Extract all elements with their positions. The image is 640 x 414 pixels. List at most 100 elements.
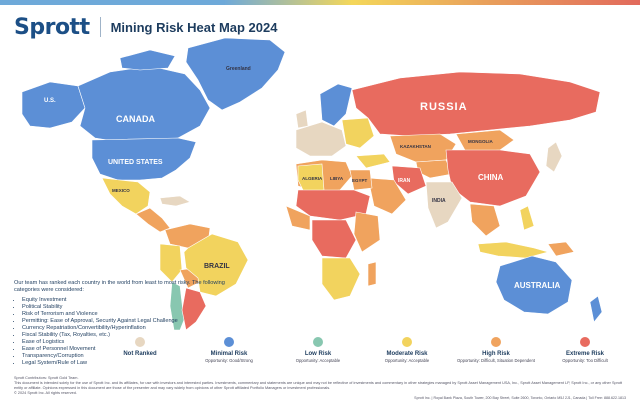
category-item: Legal System/Rule of Law bbox=[22, 360, 234, 367]
category-item: Risk of Terrorism and Violence bbox=[22, 311, 234, 318]
legend-dot bbox=[313, 337, 323, 347]
intro-panel: Our team has ranked each country in the … bbox=[14, 280, 234, 367]
label-egypt: EGYPT bbox=[352, 178, 368, 183]
page-title: Mining Risk Heat Map 2024 bbox=[110, 19, 278, 35]
region-canada bbox=[77, 65, 211, 143]
category-item: Ease of Logistics bbox=[22, 339, 234, 346]
category-item: Political Stability bbox=[22, 304, 234, 311]
region-brazil bbox=[183, 233, 249, 297]
region-western-europe bbox=[295, 121, 347, 157]
world-map: Greenland U.S. CANADA UNITED STATES MEXI… bbox=[21, 37, 603, 330]
region-greenland bbox=[185, 37, 286, 111]
label-us-alaska: U.S. bbox=[44, 98, 56, 104]
region-new-zealand bbox=[589, 295, 603, 323]
label-australia: AUSTRALIA bbox=[514, 281, 560, 290]
footer-disclaimer: Sprott Contributors: Sprott Gold Team. T… bbox=[14, 376, 626, 396]
legend-label: Minimal Risk bbox=[210, 351, 248, 357]
region-southern-africa bbox=[321, 257, 361, 301]
label-iran: IRAN bbox=[398, 178, 411, 184]
region-east-africa bbox=[353, 211, 381, 253]
legend-label: Low Risk bbox=[304, 351, 332, 357]
category-list: Equity Investment Political Stability Ri… bbox=[14, 297, 234, 367]
region-saudi bbox=[367, 177, 407, 215]
label-mongolia: MONGOLIA bbox=[468, 139, 493, 144]
legend-dot bbox=[402, 337, 412, 347]
region-united-states bbox=[91, 137, 197, 181]
region-india bbox=[425, 181, 463, 229]
region-philippines bbox=[519, 205, 535, 231]
label-mexico: MEXICO bbox=[112, 188, 130, 193]
region-central-africa bbox=[311, 219, 357, 259]
legend-sub: Opportunity: Too Difficult bbox=[562, 358, 608, 363]
header: Sprott Mining Risk Heat Map 2024 bbox=[14, 14, 277, 40]
region-argentina bbox=[181, 287, 207, 330]
legend-sub: Opportunity: Good/Strong bbox=[205, 358, 253, 363]
legend-sub: Opportunity: Acceptable bbox=[384, 358, 430, 363]
legend-label: Not Ranked bbox=[123, 351, 157, 357]
label-libya: LIBYA bbox=[330, 176, 344, 181]
category-item: Currency Repatriation/Convertibility/Hyp… bbox=[22, 325, 234, 332]
region-eastern-europe bbox=[341, 117, 375, 149]
region-australia bbox=[495, 255, 573, 315]
category-item: Transparency/Corruption bbox=[22, 353, 234, 360]
footer-address: Sprott Inc. | Royal Bank Plaza, South To… bbox=[414, 396, 626, 400]
region-china bbox=[445, 149, 541, 207]
region-caribbean bbox=[159, 195, 191, 207]
top-color-bar bbox=[0, 0, 640, 5]
footer-disclaimer-text: This document is intended solely for the… bbox=[14, 381, 623, 390]
legend-dot bbox=[580, 337, 590, 347]
region-indonesia bbox=[477, 241, 550, 259]
legend-label: Extreme Risk bbox=[565, 351, 605, 357]
region-peru-ecuador bbox=[159, 243, 183, 283]
sprott-logo: Sprott bbox=[14, 14, 90, 40]
category-item: Ease of Personnel Movement bbox=[22, 346, 234, 353]
legend-dot bbox=[491, 337, 501, 347]
label-canada: CANADA bbox=[116, 114, 155, 124]
region-sahel bbox=[295, 189, 371, 221]
header-divider bbox=[99, 17, 101, 37]
region-mexico bbox=[101, 177, 151, 215]
region-iran bbox=[391, 165, 427, 195]
footer-copyright: © 2024 Sprott Inc. All rights reserved. bbox=[14, 391, 77, 395]
footer-contributors: Sprott Contributors: Sprott Gold Team. bbox=[14, 376, 79, 380]
label-russia: RUSSIA bbox=[420, 101, 468, 113]
region-alaska bbox=[21, 81, 86, 129]
legend-label: Moderate Risk bbox=[386, 351, 428, 357]
category-item: Permitting: Ease of Approval, Security A… bbox=[22, 318, 234, 325]
label-greenland: Greenland bbox=[226, 66, 251, 72]
region-uk bbox=[295, 109, 309, 129]
label-algeria: ALGERIA bbox=[302, 176, 323, 181]
label-china: CHINA bbox=[478, 173, 504, 182]
region-mongolia bbox=[455, 129, 515, 153]
legend-low: Low Risk Opportunity: Acceptable bbox=[273, 337, 363, 363]
legend-label: High Risk bbox=[482, 351, 510, 357]
legend-sub: Opportunity: Difficult, Situation Depend… bbox=[457, 358, 535, 363]
region-southeast-asia bbox=[469, 203, 501, 237]
label-india: INDIA bbox=[432, 198, 446, 204]
region-west-africa bbox=[285, 205, 311, 231]
legend-dot bbox=[135, 337, 145, 347]
risk-legend: Not Ranked Minimal Risk Opportunity: Goo… bbox=[95, 337, 630, 377]
region-arctic-islands bbox=[119, 49, 176, 71]
region-egypt bbox=[349, 169, 373, 191]
legend-moderate: Moderate Risk Opportunity: Acceptable bbox=[362, 337, 452, 363]
legend-sub: Opportunity: Acceptable bbox=[295, 358, 341, 363]
legend-not-ranked: Not Ranked bbox=[95, 337, 185, 358]
region-russia bbox=[351, 71, 601, 137]
legend-high: High Risk Opportunity: Difficult, Situat… bbox=[451, 337, 541, 363]
region-png bbox=[547, 241, 575, 257]
region-turkey bbox=[355, 153, 391, 169]
region-japan bbox=[545, 141, 563, 173]
region-central-america bbox=[135, 207, 171, 233]
label-kazakhstan: KAZAKHSTAN bbox=[400, 144, 431, 149]
category-item: Fiscal Stability (Tax, Royalties, etc.) bbox=[22, 332, 234, 339]
region-scandinavia bbox=[319, 83, 353, 127]
label-brazil: BRAZIL bbox=[204, 263, 230, 270]
legend-dot bbox=[224, 337, 234, 347]
legend-extreme: Extreme Risk Opportunity: Too Difficult bbox=[540, 337, 630, 363]
region-madagascar bbox=[367, 261, 377, 287]
region-chile bbox=[169, 281, 185, 330]
legend-minimal: Minimal Risk Opportunity: Good/Strong bbox=[184, 337, 274, 363]
intro-lead: Our team has ranked each country in the … bbox=[14, 280, 225, 293]
label-united-states: UNITED STATES bbox=[108, 159, 163, 166]
